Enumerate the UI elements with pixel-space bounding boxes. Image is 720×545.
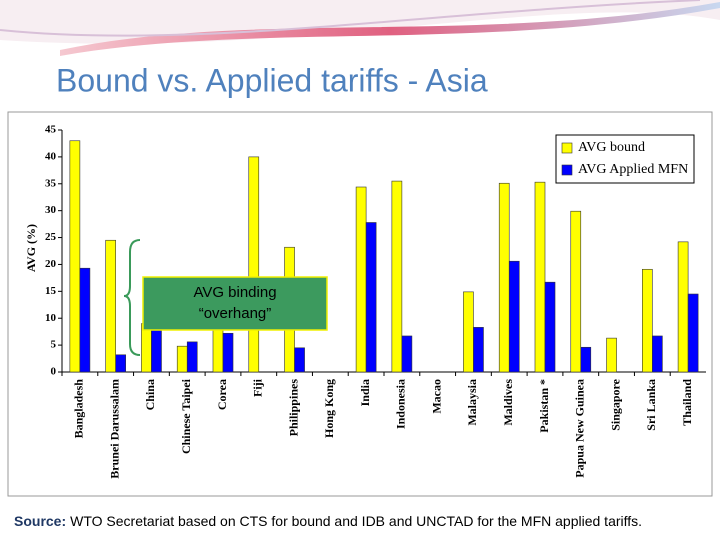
x-tick-label: Corea: [215, 379, 229, 410]
x-tick-label: Maldives: [501, 379, 515, 426]
x-tick-label: Fiji: [251, 378, 265, 397]
slide-title: Bound vs. Applied tariffs - Asia: [56, 62, 488, 98]
bar: [677, 241, 689, 373]
x-tick-label: China: [143, 379, 157, 410]
source-label: Source:: [14, 513, 66, 529]
bar: [294, 347, 305, 373]
x-tick-label: Chinese Taipei: [179, 378, 193, 454]
bar: [401, 335, 413, 373]
y-tick-label: 40: [45, 150, 57, 162]
source-note: Source: WTO Secretariat based on CTS for …: [14, 513, 642, 529]
decor-line: [0, 0, 701, 37]
x-tick-label: India: [358, 379, 372, 406]
decor-swoosh: [60, 2, 720, 56]
x-tick-label: Brunei Darussalam: [107, 379, 121, 479]
x-tick-label: Sri Lanka: [644, 379, 658, 431]
y-tick-label: 20: [45, 258, 57, 270]
bar: [391, 180, 403, 373]
source-text: WTO Secretariat based on CTS for bound a…: [70, 513, 642, 529]
bar: [687, 293, 699, 373]
bar: [463, 291, 474, 373]
bar: [642, 268, 653, 373]
y-tick-label: 15: [45, 285, 57, 297]
y-tick-label: 30: [45, 204, 57, 216]
bar: [69, 140, 81, 373]
decor: [0, 0, 720, 44]
bar: [508, 260, 520, 373]
x-tick-label: Bangladesh: [72, 379, 86, 439]
bar: [580, 346, 592, 373]
annotation-box: [142, 276, 328, 331]
bar: [151, 329, 162, 373]
y-tick-label: 35: [45, 177, 57, 189]
x-tick-label: Singapore: [608, 378, 622, 430]
legend-swatch: [561, 142, 573, 154]
bar: [176, 345, 188, 373]
legend-swatch: [561, 164, 573, 176]
y-tick-label: 25: [45, 231, 57, 243]
x-tick-label: Philippines: [286, 379, 300, 437]
bar: [355, 186, 367, 373]
x-tick-label: Hong Kong: [322, 379, 336, 438]
x-tick-label: Pakistan *: [537, 379, 551, 433]
legend-label: AVG bound: [578, 140, 645, 155]
bar: [473, 327, 484, 373]
annotation-line: AVG binding: [193, 284, 276, 301]
bar: [186, 341, 198, 373]
bar: [606, 337, 617, 373]
bar: [141, 323, 152, 373]
y-tick-label: 45: [45, 124, 57, 136]
bar: [534, 181, 546, 373]
y-tick-label: 5: [51, 339, 57, 351]
legend-box: [555, 134, 695, 184]
x-tick-label: Thailand: [680, 379, 694, 426]
x-tick-label: Indonesia: [394, 379, 408, 429]
bar: [544, 281, 556, 373]
bar: [248, 156, 260, 373]
bar: [105, 239, 116, 373]
bar: [115, 354, 126, 373]
y-axis-title: AVG (%): [24, 224, 38, 272]
bar: [652, 335, 663, 373]
bar: [222, 332, 234, 373]
bar: [365, 222, 377, 373]
x-tick-label: Papua New Guinea: [573, 379, 587, 478]
plot: 0 5 10 15 20 25 30 35 40 45 Bangladesh Brunei Darus…: [45, 124, 706, 479]
bar: [570, 210, 582, 373]
x-tick-label: Malaysia: [465, 379, 479, 426]
bar: [498, 182, 510, 373]
brace: [123, 239, 141, 356]
y-tick-label: 10: [45, 312, 57, 324]
annotation-line: “overhang”: [199, 305, 272, 322]
y-tick-label: 0: [51, 366, 57, 378]
bar: [79, 267, 91, 373]
legend-label: AVG Applied MFN: [578, 162, 688, 177]
x-tick-label: Macao: [429, 379, 443, 414]
